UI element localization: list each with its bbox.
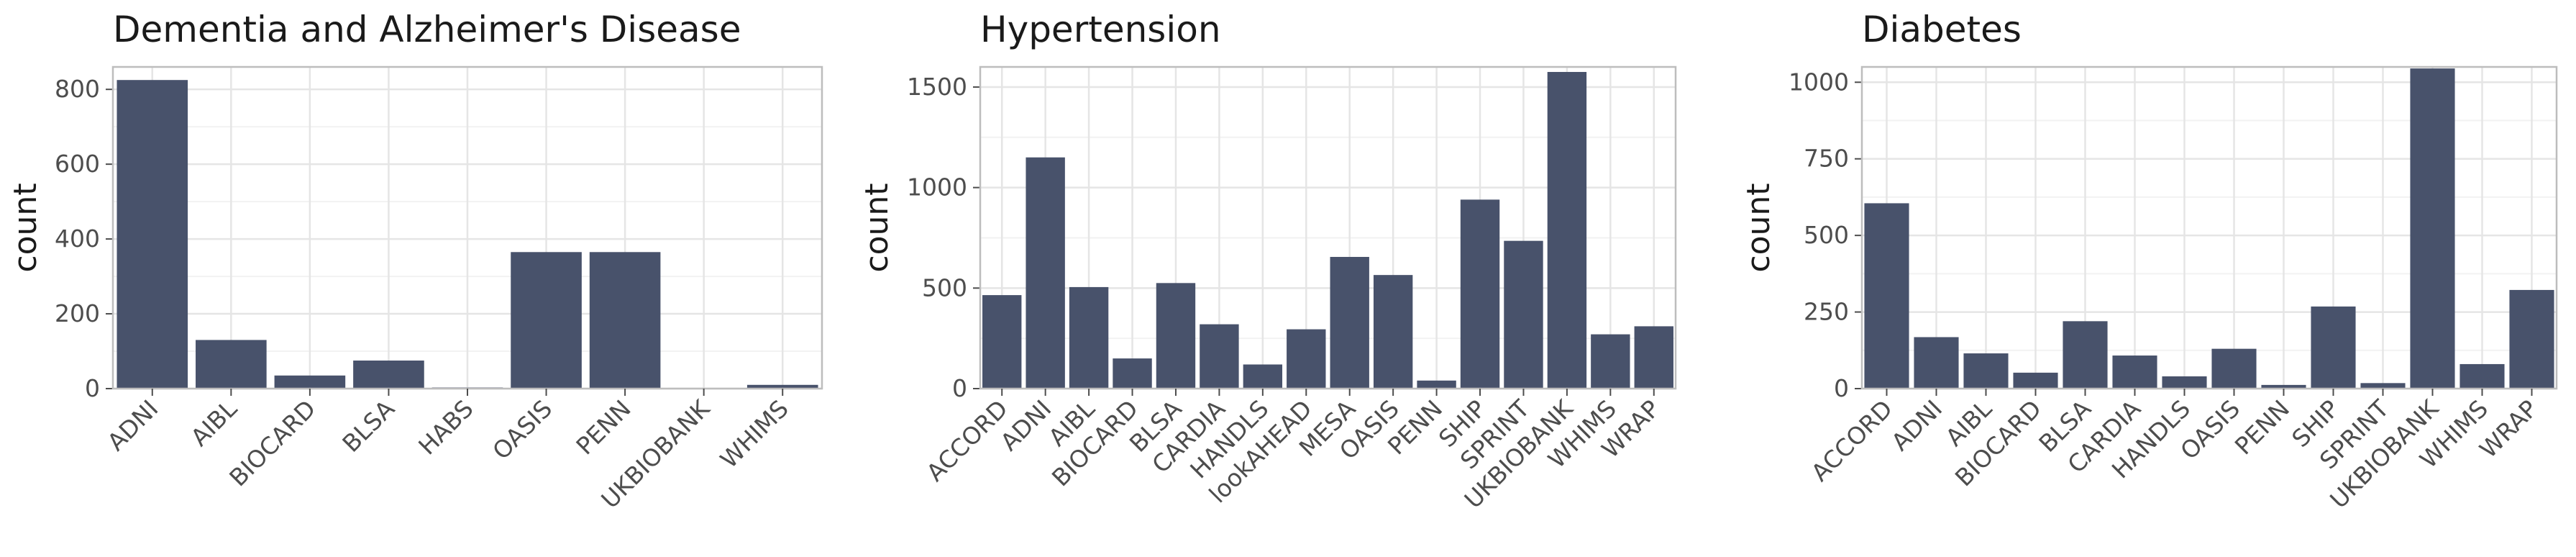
bar-oasis xyxy=(2211,348,2257,389)
y-axis-label: count xyxy=(1740,183,1777,272)
bar-whims xyxy=(2459,363,2505,389)
y-axis-label: count xyxy=(859,183,895,272)
bar-accord xyxy=(1864,203,1909,389)
y-tick-label: 250 xyxy=(1804,298,1849,326)
bar-wrap xyxy=(1634,326,1673,389)
bar-penn xyxy=(589,252,661,389)
bar-handls xyxy=(2162,376,2207,389)
y-tick-label: 1500 xyxy=(907,73,967,101)
chart-title: Hypertension xyxy=(980,9,1221,50)
bar-accord xyxy=(982,295,1022,389)
bar-blsa xyxy=(2063,321,2108,389)
x-tick-label: PENN xyxy=(2229,394,2295,460)
y-tick-label: 500 xyxy=(1804,221,1849,249)
chart-title: Diabetes xyxy=(1862,9,2022,50)
x-tick-label: ADNI xyxy=(1886,394,1947,456)
bar-adni xyxy=(117,80,188,389)
bar-sprint xyxy=(2360,383,2406,389)
bar-handls xyxy=(1243,364,1283,389)
bar-oasis xyxy=(511,252,582,389)
bar-whims xyxy=(1591,334,1630,389)
bar-wrap xyxy=(2509,289,2554,389)
y-tick-label: 800 xyxy=(55,75,100,103)
bar-penn xyxy=(2261,384,2306,389)
y-axis-label: count xyxy=(7,183,44,272)
x-tick-label: ACCORD xyxy=(1806,394,1898,486)
plot-border xyxy=(1860,65,2558,390)
chart-title: Dementia and Alzheimer's Disease xyxy=(113,9,741,50)
bar-aibl xyxy=(196,340,267,389)
y-tick-label: 600 xyxy=(55,150,100,178)
y-tick-label: 500 xyxy=(922,273,967,302)
bar-aibl xyxy=(1069,286,1109,389)
bar-ship xyxy=(1460,199,1500,389)
y-tick-label: 400 xyxy=(55,225,100,253)
bar-ukbiobank xyxy=(1547,71,1587,389)
bar-mesa xyxy=(1330,257,1369,389)
bar-oasis xyxy=(1373,275,1413,389)
y-tick-label: 0 xyxy=(952,374,967,402)
y-tick-label: 750 xyxy=(1804,145,1849,173)
x-tick-label: WRAP xyxy=(2474,394,2543,463)
y-tick-label: 0 xyxy=(1834,374,1849,402)
bar-adni xyxy=(1914,337,1959,389)
bar-sprint xyxy=(1504,240,1543,389)
bar-cardia xyxy=(1200,324,1239,389)
y-tick-label: 1000 xyxy=(907,173,967,201)
bar-blsa xyxy=(353,361,424,389)
bar-lookahead xyxy=(1287,329,1326,389)
bar-biocard xyxy=(2013,372,2058,389)
bar-biocard xyxy=(1113,358,1152,389)
bar-penn xyxy=(1417,380,1456,389)
bar-biocard xyxy=(274,375,346,389)
bar-blsa xyxy=(1156,283,1196,389)
bar-whims xyxy=(746,384,818,389)
bar-cardia xyxy=(2112,356,2157,389)
plot-border xyxy=(979,65,1677,390)
bar-aibl xyxy=(1963,353,2009,389)
y-tick-label: 200 xyxy=(55,299,100,327)
bar-ukbiobank xyxy=(2410,68,2455,389)
bar-adni xyxy=(1026,157,1065,389)
y-tick-label: 1000 xyxy=(1789,68,1849,96)
bar-ship xyxy=(2311,306,2356,389)
y-tick-label: 0 xyxy=(85,374,100,402)
